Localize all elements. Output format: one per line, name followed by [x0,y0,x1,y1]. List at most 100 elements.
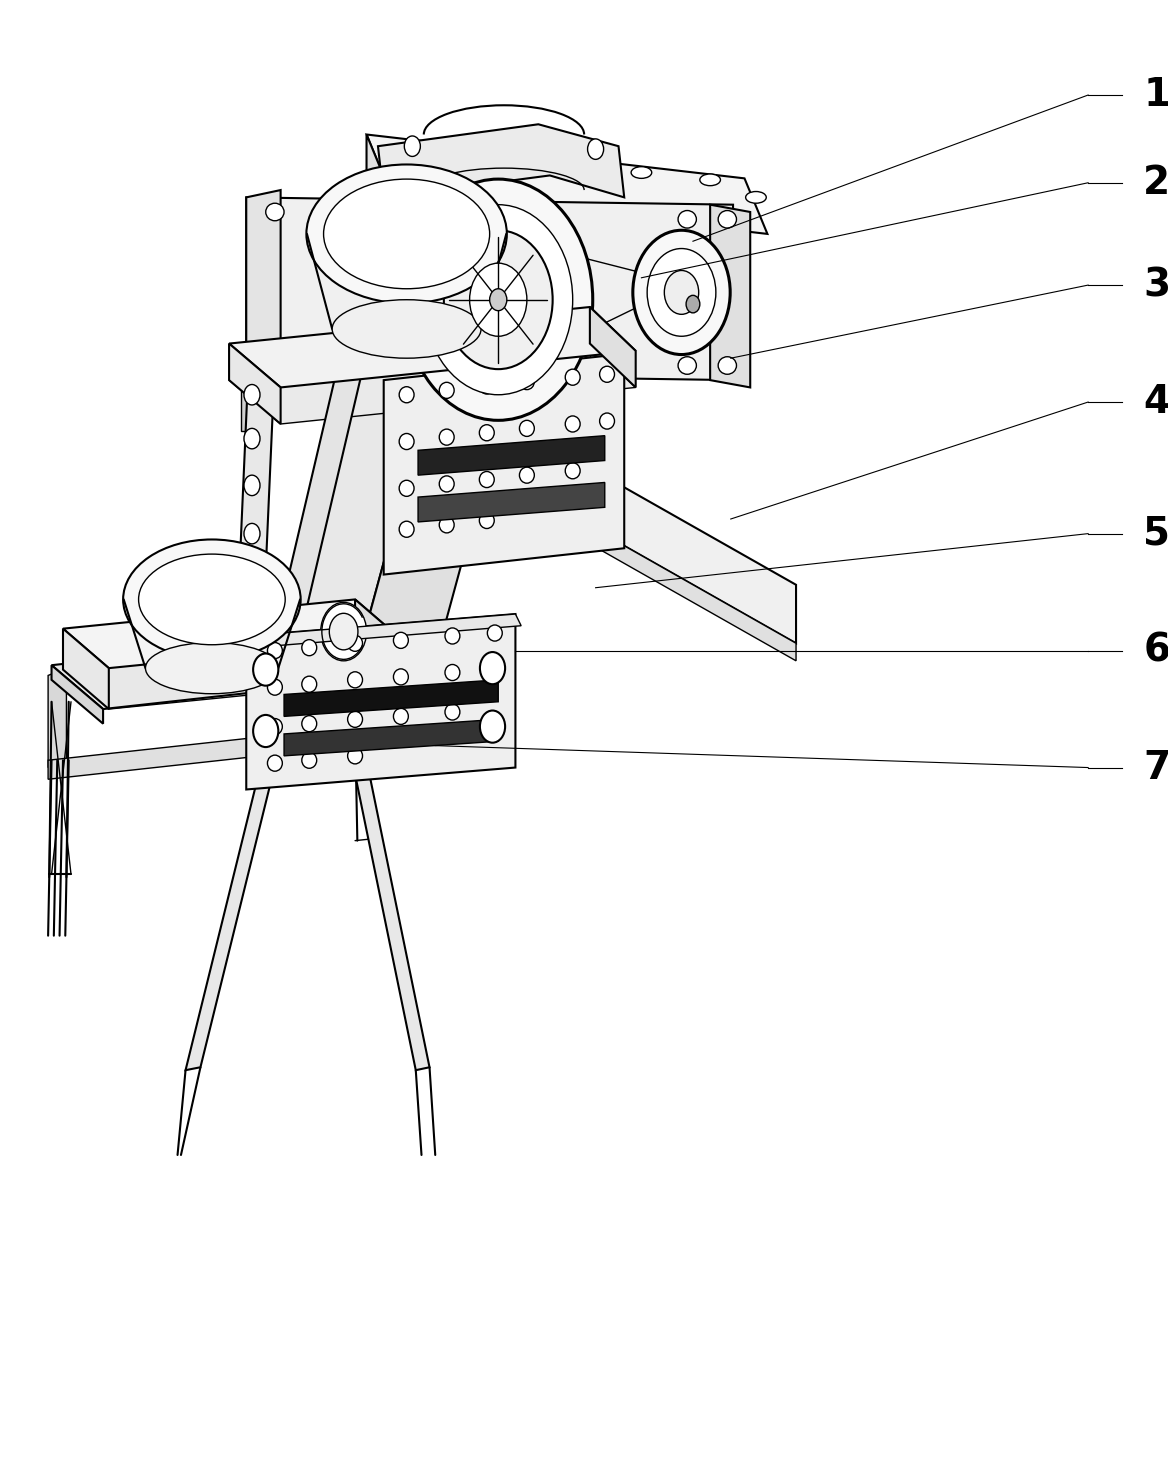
Polygon shape [48,668,67,768]
Ellipse shape [266,203,284,221]
Polygon shape [246,190,280,380]
Polygon shape [186,775,272,1070]
Text: 4: 4 [1143,383,1168,421]
Ellipse shape [394,708,409,725]
Polygon shape [241,380,252,431]
Ellipse shape [480,711,505,743]
Text: 3: 3 [1143,266,1168,304]
Ellipse shape [404,136,420,156]
Ellipse shape [324,349,341,367]
Ellipse shape [425,145,445,156]
Ellipse shape [494,152,514,164]
Ellipse shape [445,629,460,645]
Polygon shape [284,719,499,756]
Ellipse shape [718,211,737,228]
Polygon shape [229,307,635,387]
Ellipse shape [424,205,572,395]
Ellipse shape [394,668,409,684]
Polygon shape [353,760,430,1070]
Polygon shape [384,354,624,575]
Ellipse shape [520,468,534,482]
Ellipse shape [266,349,284,367]
Ellipse shape [599,367,614,382]
Polygon shape [51,632,406,709]
Ellipse shape [445,664,460,681]
Ellipse shape [146,643,278,694]
Ellipse shape [565,368,580,386]
Ellipse shape [399,434,415,450]
Ellipse shape [399,387,415,402]
Ellipse shape [267,642,283,658]
Ellipse shape [324,180,489,289]
Ellipse shape [588,139,604,159]
Ellipse shape [665,270,698,314]
Ellipse shape [301,639,317,655]
Polygon shape [277,363,364,624]
Polygon shape [378,124,624,197]
Text: 7: 7 [1143,749,1168,787]
Ellipse shape [599,414,614,430]
Ellipse shape [700,174,721,186]
Polygon shape [246,197,734,380]
Ellipse shape [633,230,730,354]
Ellipse shape [745,192,766,203]
Polygon shape [246,614,521,648]
Ellipse shape [267,678,283,696]
Ellipse shape [631,167,652,178]
Polygon shape [51,665,103,724]
Ellipse shape [404,180,592,421]
Text: 6: 6 [1143,632,1168,670]
Ellipse shape [301,675,317,693]
Polygon shape [229,344,635,424]
Polygon shape [229,344,280,424]
Ellipse shape [686,295,700,313]
Ellipse shape [565,462,580,480]
Polygon shape [246,614,515,789]
Text: 5: 5 [1143,515,1168,553]
Ellipse shape [244,523,260,544]
Ellipse shape [444,231,552,368]
Ellipse shape [348,711,362,728]
Ellipse shape [329,614,357,649]
Polygon shape [63,640,401,709]
Ellipse shape [244,567,260,588]
Ellipse shape [479,379,494,395]
Ellipse shape [244,475,260,496]
Ellipse shape [324,203,341,221]
Ellipse shape [244,428,260,449]
Ellipse shape [267,754,283,772]
Ellipse shape [479,424,494,442]
Polygon shape [63,599,401,668]
Ellipse shape [244,385,260,405]
Ellipse shape [520,374,534,390]
Ellipse shape [479,471,494,488]
Polygon shape [355,599,401,680]
Ellipse shape [348,635,362,652]
Polygon shape [367,135,767,234]
Ellipse shape [565,417,580,433]
Ellipse shape [679,211,696,228]
Ellipse shape [394,632,409,649]
Ellipse shape [718,357,737,374]
Ellipse shape [123,539,300,659]
Polygon shape [367,135,389,234]
Text: 1: 1 [1143,76,1168,114]
Ellipse shape [253,715,278,747]
Ellipse shape [445,705,460,721]
Ellipse shape [253,654,278,686]
Ellipse shape [520,421,534,436]
Polygon shape [578,348,590,399]
Ellipse shape [439,430,454,446]
Ellipse shape [348,749,362,765]
Polygon shape [252,373,436,738]
Ellipse shape [267,718,283,735]
Ellipse shape [679,357,696,374]
Ellipse shape [399,480,415,497]
Ellipse shape [348,671,362,689]
Text: 2: 2 [1143,164,1168,202]
Ellipse shape [439,475,454,491]
Ellipse shape [489,288,507,311]
Ellipse shape [487,626,502,642]
Ellipse shape [332,300,481,358]
Ellipse shape [480,652,505,684]
